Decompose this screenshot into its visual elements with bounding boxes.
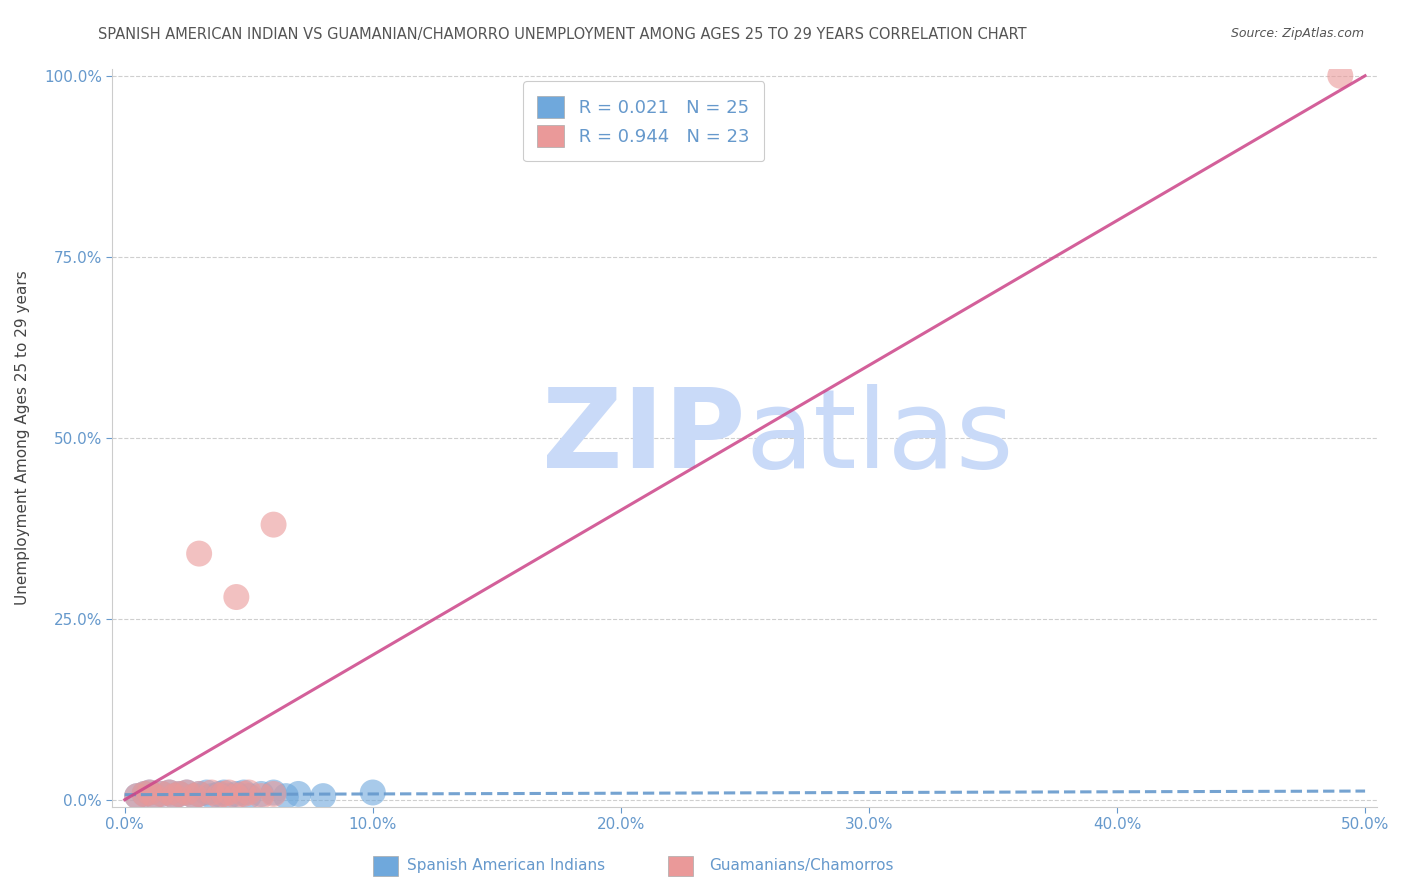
Point: [169, 787, 191, 801]
Point: [225, 590, 247, 604]
Point: [200, 785, 222, 799]
Point: [361, 785, 384, 799]
Text: atlas: atlas: [745, 384, 1014, 491]
Point: [134, 787, 156, 801]
Point: [188, 787, 211, 801]
Point: [263, 517, 285, 532]
Point: [238, 785, 260, 799]
Text: Guamanians/Chamorros: Guamanians/Chamorros: [709, 858, 894, 872]
Text: ZIP: ZIP: [541, 384, 745, 491]
Point: [127, 789, 149, 804]
Point: [138, 785, 160, 799]
Text: SPANISH AMERICAN INDIAN VS GUAMANIAN/CHAMORRO UNEMPLOYMENT AMONG AGES 25 TO 29 Y: SPANISH AMERICAN INDIAN VS GUAMANIAN/CHA…: [98, 27, 1026, 42]
Point: [157, 785, 180, 799]
Point: [208, 787, 231, 801]
Point: [143, 789, 166, 804]
Point: [157, 785, 180, 799]
Point: [183, 789, 205, 804]
Point: [127, 789, 149, 804]
Point: [138, 785, 160, 799]
Point: [218, 789, 240, 804]
Point: [212, 787, 235, 801]
Point: [232, 787, 254, 801]
Point: [208, 789, 231, 804]
Point: [183, 789, 205, 804]
Point: [225, 787, 247, 801]
Point: [169, 787, 191, 801]
Point: [232, 785, 254, 799]
Point: [312, 789, 335, 804]
Text: Source: ZipAtlas.com: Source: ZipAtlas.com: [1230, 27, 1364, 40]
Point: [163, 789, 186, 804]
Point: [195, 785, 218, 799]
Point: [274, 789, 297, 804]
Point: [250, 789, 273, 804]
Point: [238, 789, 260, 804]
Point: [163, 789, 186, 804]
Point: [287, 787, 309, 801]
Point: [188, 547, 211, 561]
Point: [212, 785, 235, 799]
Point: [225, 789, 247, 804]
Point: [176, 785, 198, 799]
Point: [1329, 69, 1351, 83]
Point: [200, 789, 222, 804]
Point: [263, 787, 285, 801]
Y-axis label: Unemployment Among Ages 25 to 29 years: Unemployment Among Ages 25 to 29 years: [15, 270, 30, 605]
Point: [250, 787, 273, 801]
Point: [218, 785, 240, 799]
Point: [176, 785, 198, 799]
Point: [188, 787, 211, 801]
Point: [143, 789, 166, 804]
Point: [150, 787, 173, 801]
Point: [134, 787, 156, 801]
Legend:  R = 0.021   N = 25,  R = 0.944   N = 23: R = 0.021 N = 25, R = 0.944 N = 23: [523, 81, 765, 161]
Point: [150, 787, 173, 801]
Text: Spanish American Indians: Spanish American Indians: [408, 858, 605, 872]
Point: [263, 785, 285, 799]
